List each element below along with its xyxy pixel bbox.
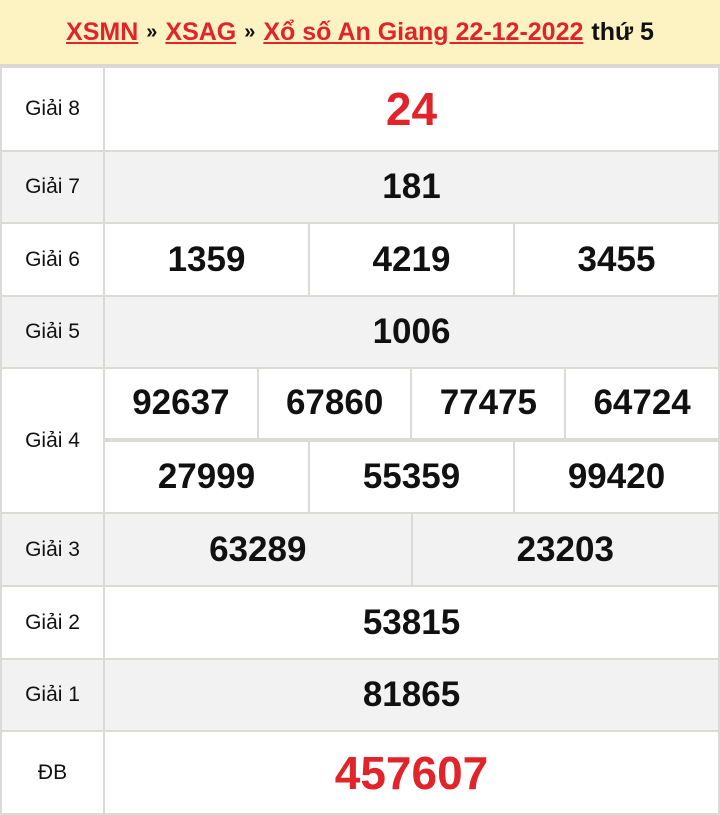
prize-numbers: 81865 [103,658,720,732]
results-table: Giải 8 24 Giải 7 181 Giải 6 1359 4219 3455 Giải … [0,66,720,815]
prize-number: 67860 [256,369,412,438]
prize-label: Giải 5 [0,295,105,369]
breadcrumb-xsag-link[interactable]: XSAG [165,17,237,46]
prize-row: Giải 4 92637 67860 77475 64724 27999 55359 9942… [0,367,720,514]
prize-number: 3455 [512,224,718,295]
prize-numbers: 24 [103,66,720,152]
prize-numbers: 53815 [103,585,720,660]
prize-row: Giải 3 63289 23203 [0,512,720,587]
prize-number: 27999 [105,439,309,512]
breadcrumb-separator: » [146,20,158,43]
prize-number: 53815 [362,602,461,642]
breadcrumb-separator: » [244,20,256,43]
prize-row: Giải 5 1006 [0,295,720,369]
prize-numbers: 457607 [103,730,720,815]
prize-numbers: 92637 67860 77475 64724 27999 55359 99420 [103,367,720,514]
prize-number: 81865 [105,660,718,730]
prize-row: Giải 7 181 [0,150,720,224]
prize-numbers: 1006 [103,295,720,369]
prize-number: 1359 [167,239,246,279]
prize-number: 63289 [105,514,412,585]
prize-number: 24 [385,83,438,135]
prize-number: 1006 [105,297,718,367]
prize-number: 77475 [410,369,566,438]
breadcrumb: XSMN » XSAG » Xổ số An Giang 22-12-2022 … [0,0,720,66]
prize-row: Giải 1 81865 [0,658,720,732]
prize-label: ĐB [0,730,105,815]
prize-row: Giải 2 53815 [0,585,720,660]
prize-numbers: 181 [103,150,720,224]
prize-number: 23203 [410,514,718,585]
prize-row: Giải 8 24 [0,66,720,152]
breadcrumb-xsmn-link[interactable]: XSMN [66,17,139,46]
prize-number: 457607 [334,746,489,799]
breadcrumb-page-link[interactable]: Xổ số An Giang 22-12-2022 [263,17,584,46]
prize-numbers: 63289 23203 [103,512,720,587]
prize-number: 92637 [132,383,230,423]
prize-label: Giải 8 [0,66,105,152]
prize-label: Giải 1 [0,658,105,732]
prize-number: 55359 [308,439,514,512]
prize-label: Giải 3 [0,512,105,587]
prize-number: 4219 [308,224,514,295]
prize-number: 64724 [564,369,718,438]
prize-numbers: 1359 4219 3455 [103,222,720,297]
prize-row: Giải 6 1359 4219 3455 [0,222,720,297]
prize-label: Giải 7 [0,150,105,224]
prize-label: Giải 6 [0,222,105,297]
prize-label: Giải 2 [0,585,105,660]
weekday-label: thứ 5 [591,17,654,46]
prize-number: 181 [105,152,718,222]
prize-row: ĐB 457607 [0,730,720,815]
prize-label: Giải 4 [0,367,105,514]
prize-number: 99420 [512,439,718,512]
